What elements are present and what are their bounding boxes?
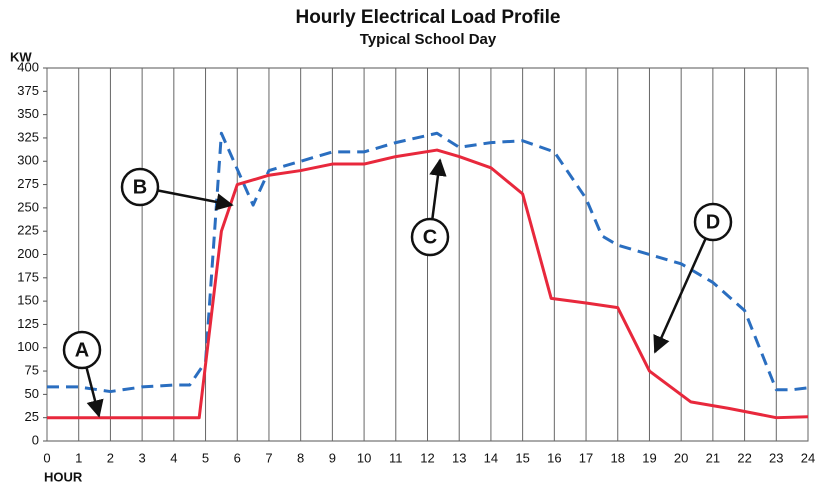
x-tick-label: 12 (420, 450, 434, 465)
annotation-arrow (85, 368, 104, 418)
y-tick-label: 225 (17, 223, 39, 238)
x-tick-label: 22 (737, 450, 751, 465)
y-tick-label: 275 (17, 176, 39, 191)
x-tick-label: 2 (107, 450, 114, 465)
y-tick-label: 50 (25, 386, 39, 401)
y-tick-label: 325 (17, 129, 39, 144)
x-tick-label: 16 (547, 450, 561, 465)
y-tick-label: 100 (17, 339, 39, 354)
y-tick-label: 300 (17, 153, 39, 168)
annotation-circle (120, 167, 160, 207)
annotation-label: D (706, 211, 720, 233)
x-tick-label: 9 (329, 450, 336, 465)
annotation-circle (693, 202, 733, 242)
y-tick-label: 200 (17, 246, 39, 261)
x-tick-label: 6 (234, 450, 241, 465)
x-tick-label: 1 (75, 450, 82, 465)
x-tick-label: 4 (170, 450, 177, 465)
x-tick-label: 11 (389, 450, 403, 465)
x-tick-label: 8 (297, 450, 304, 465)
annotation-label: B (133, 176, 147, 198)
x-tick-label: 5 (202, 450, 209, 465)
x-tick-label: 14 (484, 450, 498, 465)
x-tick-label: 15 (515, 450, 529, 465)
y-tick-label: 75 (25, 363, 39, 378)
annotation-arrow (158, 189, 234, 211)
chart-subtitle: Typical School Day (360, 31, 497, 48)
y-tick-label: 125 (17, 316, 39, 331)
x-tick-label: 19 (642, 450, 656, 465)
annotation-arrow (429, 158, 447, 219)
x-tick-label: 0 (43, 450, 50, 465)
y-axis-label: KW (10, 49, 32, 64)
x-tick-label: 21 (706, 450, 720, 465)
y-tick-label: 150 (17, 293, 39, 308)
x-axis-label: HOUR (44, 469, 83, 484)
y-tick-label: 175 (17, 269, 39, 284)
annotation-circle (62, 330, 102, 370)
x-tick-label: 17 (579, 450, 593, 465)
y-tick-label: 400 (17, 59, 39, 74)
y-tick-label: 25 (25, 409, 39, 424)
y-tick-label: 375 (17, 83, 39, 98)
series-line (47, 148, 809, 420)
annotation-arrow (653, 238, 707, 354)
x-tick-label: 20 (674, 450, 688, 465)
annotation-label: C (423, 226, 437, 248)
y-tick-label: 0 (32, 432, 39, 447)
x-tick-label: 3 (139, 450, 146, 465)
annotation-label: A (75, 339, 89, 361)
annotation-circle (410, 217, 450, 257)
x-tick-label: 18 (611, 450, 625, 465)
y-tick-label: 250 (17, 199, 39, 214)
chart-title: Hourly Electrical Load Profile (295, 7, 560, 28)
y-tick-label: 350 (17, 106, 39, 121)
x-tick-label: 10 (357, 450, 371, 465)
x-tick-label: 13 (452, 450, 466, 465)
x-tick-label: 24 (801, 450, 815, 465)
x-tick-label: 23 (769, 450, 783, 465)
x-tick-label: 7 (265, 450, 272, 465)
